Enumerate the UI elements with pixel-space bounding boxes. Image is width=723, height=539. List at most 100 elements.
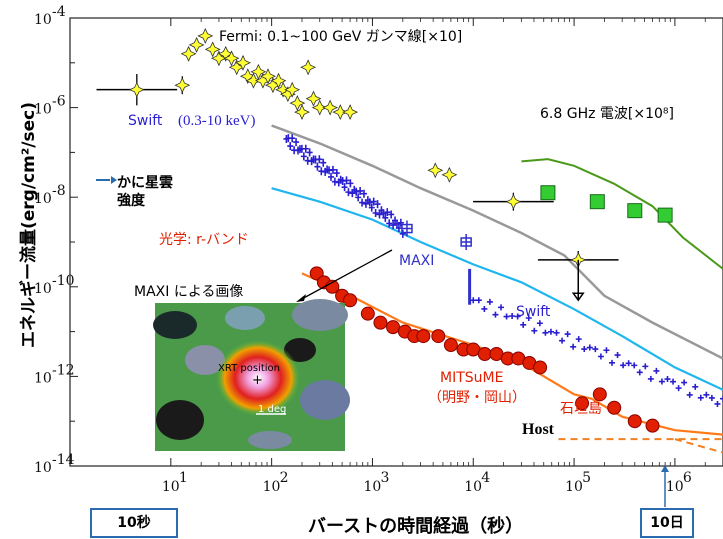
fermi-point — [289, 95, 306, 112]
optical-point — [575, 396, 590, 411]
swift-early-point — [293, 138, 300, 147]
swift-late-point — [647, 375, 654, 382]
scale-label: 1 deg — [258, 404, 286, 415]
data-points — [96, 27, 673, 433]
x-tick-exponent: 3 — [380, 470, 389, 486]
swift-early-point — [374, 200, 381, 209]
swift-late-point — [553, 329, 560, 336]
swift-late-point — [531, 327, 538, 334]
fermi-point — [294, 104, 310, 121]
swift-range-label: (0.3-10 keV) — [178, 113, 255, 129]
swift-late-point — [559, 337, 566, 344]
y-tick-exponent: -6 — [52, 94, 66, 110]
fermi-point — [239, 68, 256, 85]
swift-early-point — [399, 229, 406, 238]
swift-early-point — [289, 134, 296, 143]
swift-late-point — [686, 391, 693, 398]
fermi-point — [275, 81, 292, 98]
optical-point — [416, 329, 431, 344]
optical-point — [443, 338, 458, 353]
optical-point — [645, 418, 660, 433]
fermi-point — [180, 45, 197, 62]
fermi-label: Fermi: 0.1~100 GeV ガンマ線[×10] — [219, 29, 462, 45]
y-axis-label: エネルギー流量(erg/cm²/sec) — [18, 102, 39, 348]
swift-early-point — [386, 219, 393, 228]
swift-late-point — [481, 305, 488, 312]
x-tick-label: 10 — [162, 479, 180, 495]
swift-late-point — [642, 363, 649, 370]
swift-early-point — [397, 218, 404, 227]
swift-late-point — [609, 359, 616, 366]
swift-early-point — [372, 208, 379, 217]
cyan-model-curve — [271, 187, 723, 391]
fermi-point — [204, 41, 221, 58]
swift-late-point — [498, 304, 505, 311]
swift-early-point — [360, 189, 367, 198]
swift-early-point — [393, 219, 400, 228]
swift-early-point — [384, 208, 391, 217]
fermi-point — [223, 50, 240, 67]
x-tick-label: 10 — [666, 479, 684, 495]
swift-late-point — [670, 378, 677, 385]
swift-early-point — [380, 209, 387, 218]
y-tick-label: 10 — [34, 191, 52, 207]
y-tick-label: 10 — [34, 281, 52, 297]
optical-point — [607, 400, 622, 415]
swift-late-point — [592, 346, 599, 353]
radio-model-curve — [521, 158, 723, 270]
y-tick-label: 10 — [34, 370, 52, 386]
swift-late-point — [692, 383, 699, 390]
fermi-point — [174, 77, 191, 94]
swift-late-point — [675, 385, 682, 392]
mitsume-label-line1: MITSuME — [440, 370, 503, 386]
optical-point — [431, 329, 446, 344]
swift-late-point — [586, 344, 593, 351]
swift-late-point — [625, 360, 632, 367]
optical-point — [592, 387, 607, 402]
x-tick-label: 10 — [363, 479, 381, 495]
swift-bands — [283, 134, 723, 407]
swift-early-point — [333, 169, 340, 178]
swift-late-point — [475, 297, 482, 304]
swift-early-point — [368, 203, 375, 212]
swift-late-point — [720, 395, 723, 402]
fermi-upper-limit-arrow — [571, 292, 585, 302]
optical-point — [477, 347, 492, 361]
swift-late-point — [520, 321, 527, 328]
swift-late-point — [597, 353, 604, 360]
radio-point — [657, 207, 673, 223]
swift-late-point — [486, 298, 493, 305]
y-tick-label: 10 — [34, 102, 52, 118]
fermi-point — [210, 50, 227, 67]
swift-late-point — [653, 367, 660, 374]
swift-late-point — [697, 394, 704, 401]
swift-early-point — [347, 179, 354, 188]
crab-arrowhead — [111, 176, 117, 184]
radio-point — [540, 185, 556, 201]
optical-point — [360, 306, 375, 321]
fermi-point — [235, 54, 251, 71]
y-tick-label: 10 — [34, 12, 52, 28]
x-tick-label: 10 — [464, 479, 482, 495]
fermi-point — [188, 36, 205, 53]
y-tick-exponent: -14 — [52, 452, 75, 468]
fermi-point — [128, 81, 145, 98]
swift-early-point — [388, 210, 395, 219]
xrt-position-marker: + — [252, 373, 263, 388]
swift-late-point — [547, 328, 554, 335]
swift-early-point — [370, 197, 377, 206]
swift-early-point — [287, 142, 294, 151]
grey-model-curve — [271, 124, 723, 360]
ten-seconds-box: 10秒 — [90, 508, 178, 538]
x-axis-label: バーストの時間経過（秒） — [308, 515, 523, 537]
optical-point — [533, 360, 548, 375]
swift-early-point — [320, 158, 327, 167]
swift-late-point — [542, 329, 549, 336]
swift-early-point — [359, 198, 366, 207]
swift-early-point — [395, 224, 402, 233]
host-label: Host — [522, 421, 555, 438]
fermi-point — [305, 90, 322, 107]
maxi-pointer-arrowhead — [296, 294, 306, 302]
swift-early-label: Swift — [128, 113, 163, 129]
xrt-position-label: XRT position — [218, 363, 280, 374]
